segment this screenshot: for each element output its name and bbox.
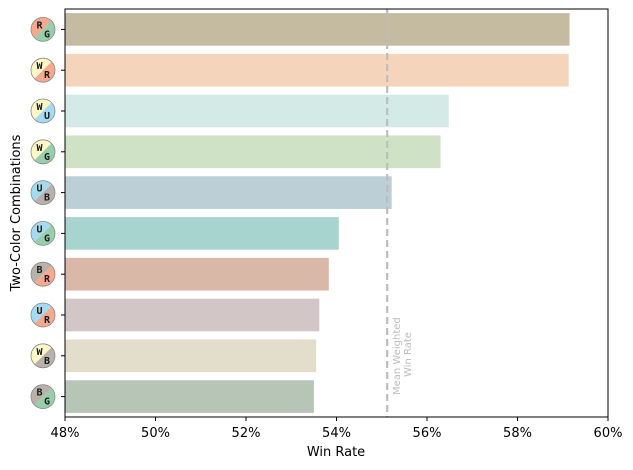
- bar-WU: [65, 94, 449, 128]
- badge-letter-top: W: [36, 102, 43, 113]
- x-tick-label: 56%: [413, 426, 442, 441]
- badge-bottom-half: [34, 143, 55, 164]
- color-pair-badge-UB: UB: [30, 180, 56, 206]
- badge-letter-bottom: B: [44, 356, 50, 367]
- badge-outline: [30, 16, 56, 42]
- badge-top-half: [31, 221, 52, 242]
- badge-top-half: [30, 98, 52, 120]
- y-axis-title: Two-Color Combinations: [9, 134, 24, 292]
- badge-letter-bottom: G: [44, 397, 50, 408]
- bar-WB: [65, 339, 317, 373]
- badge-letter-bottom: G: [44, 233, 50, 244]
- badge-letter-bottom: R: [44, 315, 51, 326]
- badge-outline: [30, 57, 56, 83]
- badge-letter-top: U: [36, 306, 42, 317]
- badge-letter-top: U: [36, 184, 42, 195]
- badge-letter-bottom: R: [44, 274, 51, 285]
- badge-bottom-half: [34, 102, 56, 124]
- bar-UB: [65, 176, 392, 209]
- color-pair-badge-BR: BR: [30, 261, 56, 287]
- badge-letter-top: U: [36, 224, 42, 235]
- badge-bottom-half: [34, 184, 56, 205]
- badge-letter-top: R: [36, 20, 43, 31]
- x-axis: 48% 50% 52% 54% 56% 58% 60%: [51, 417, 623, 441]
- badge-outline: [30, 384, 56, 410]
- badge-letter-bottom: G: [44, 152, 50, 163]
- badge-top-half: [30, 384, 52, 406]
- badge-bottom-half: [34, 61, 56, 83]
- badge-top-half: [31, 58, 52, 79]
- badge-outline: [30, 261, 56, 287]
- x-axis-title: Win Rate: [307, 445, 365, 460]
- bars-layer: [65, 13, 570, 413]
- badge-top-half: [31, 17, 52, 38]
- color-pair-badge-WG: WG: [30, 139, 56, 165]
- badge-bottom-half: [34, 388, 56, 409]
- color-pair-badge-WR: WR: [30, 57, 56, 83]
- badge-outline: [30, 180, 56, 206]
- x-tick-label: 52%: [232, 426, 261, 441]
- x-tick-label: 58%: [503, 426, 532, 441]
- bar-UR: [65, 298, 320, 332]
- bar-WG: [65, 135, 441, 169]
- badge-letter-bottom: U: [44, 111, 50, 122]
- badge-top-half: [31, 139, 52, 161]
- x-tick-label: 48%: [51, 426, 80, 441]
- bar-UG: [65, 217, 339, 250]
- badge-bottom-half: [34, 347, 56, 368]
- badge-top-half: [30, 180, 52, 202]
- x-tick-label: 54%: [322, 426, 351, 441]
- badge-letter-top: B: [36, 388, 42, 399]
- bar-WR: [65, 53, 569, 87]
- badge-bottom-half: [34, 306, 56, 327]
- badge-letter-top: W: [36, 347, 43, 358]
- badge-letter-bottom: G: [44, 29, 50, 40]
- badge-bottom-half: [34, 265, 55, 287]
- badge-letter-top: W: [36, 61, 43, 72]
- badge-letter-bottom: B: [44, 193, 50, 204]
- badge-outline: [30, 98, 56, 124]
- mean-line-label: Mean Weighted: [392, 317, 403, 395]
- badge-letter-top: W: [36, 143, 43, 154]
- badge-bottom-half: [34, 20, 55, 42]
- color-pair-badge-RG: RG: [30, 16, 56, 42]
- badge-letter-top: B: [36, 265, 42, 276]
- x-tick-label: 50%: [141, 426, 170, 441]
- mean-line-label: Win Rate: [403, 332, 414, 377]
- bar-BR: [65, 257, 329, 291]
- badge-outline: [30, 139, 56, 165]
- badge-outline: [30, 220, 56, 246]
- badge-top-half: [31, 343, 52, 365]
- badge-top-half: [31, 262, 52, 283]
- color-pair-badge-WB: WB: [30, 343, 56, 369]
- color-pair-badge-WU: WU: [30, 98, 56, 124]
- bar-BG: [65, 380, 314, 413]
- color-pair-badge-UR: UR: [30, 302, 56, 328]
- x-tick-label: 60%: [594, 426, 623, 441]
- badge-outline: [30, 343, 56, 369]
- badge-outline: [30, 302, 56, 328]
- color-pair-badge-BG: BG: [30, 384, 56, 410]
- badge-top-half: [30, 303, 52, 324]
- color-pair-badge-UG: UG: [30, 220, 56, 246]
- mean-line-layer: Mean Weighted Win Rate: [386, 9, 414, 417]
- badge-bottom-half: [34, 224, 55, 246]
- bar-RG: [65, 13, 570, 46]
- badge-letter-bottom: R: [44, 70, 51, 81]
